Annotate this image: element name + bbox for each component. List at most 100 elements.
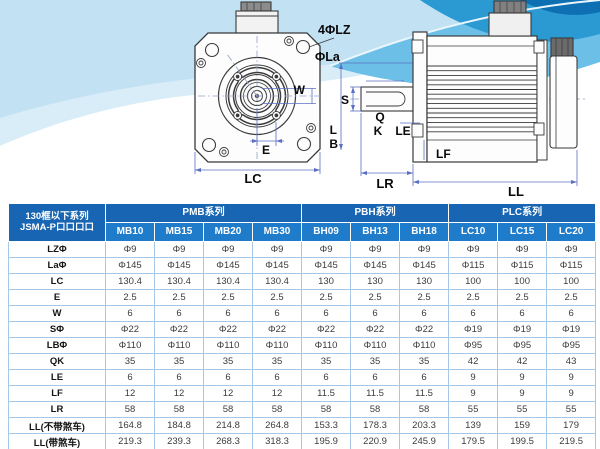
technical-drawing-area: 4ΦLZ ΦLa W E LC S Q K LE L B LF LR LL: [0, 0, 600, 202]
mount-hole: [201, 137, 217, 153]
spec-value-cell: Φ115: [448, 257, 499, 274]
dim-label-phi-la: ΦLa: [315, 50, 341, 64]
spec-value-cell: 219.5: [546, 433, 597, 449]
spec-value-cell: 58: [105, 401, 155, 418]
spec-value-cell: 42: [497, 353, 548, 370]
model-header: BH18: [399, 222, 450, 242]
spec-value-cell: 55: [546, 401, 597, 418]
spec-value-cell: 6: [301, 305, 352, 322]
spec-value-cell: 35: [154, 353, 204, 370]
spec-value-cell: Φ145: [399, 257, 450, 274]
model-header-row: MB10 MB15 MB20 MB30 BH09 BH13 BH18 LC10 LC15 LC20: [9, 222, 597, 242]
dim-label-lc: LC: [244, 171, 262, 186]
spec-value-cell: 130.4: [251, 273, 303, 290]
spec-value-cell: 2.5: [350, 289, 401, 306]
spec-value-cell: 9: [497, 385, 548, 402]
spec-value-cell: 2.5: [497, 289, 548, 306]
spec-value-cell: Φ9: [399, 241, 450, 258]
spec-value-cell: 100: [448, 273, 499, 290]
dim-label-w: W: [294, 83, 306, 97]
spec-value-cell: 55: [448, 401, 499, 418]
spec-value-cell: Φ110: [105, 337, 155, 354]
spec-value-cell: 58: [350, 401, 401, 418]
spec-value-cell: 58: [154, 401, 204, 418]
spec-value-cell: 130: [399, 273, 450, 290]
model-header: LC15: [497, 222, 548, 242]
screw-symbols: [196, 36, 316, 157]
spec-value-cell: Φ145: [251, 257, 303, 274]
spec-value-cell: Φ19: [546, 321, 597, 338]
spec-value-cell: 264.8: [251, 417, 303, 434]
spec-table: 130框以下系列 JSMA-P口口口口 PMB系列 PBH系列 PLC系列 MB10 MB…: [8, 203, 597, 449]
spec-value-cell: 239.3: [154, 433, 204, 449]
front-view-drawing: [194, 1, 413, 174]
spec-value-cell: 2.5: [105, 289, 155, 306]
spec-value-cell: Φ110: [154, 337, 204, 354]
spec-value-cell: 6: [105, 305, 155, 322]
spec-value-cell: Φ22: [350, 321, 401, 338]
dim-label-4phi-lz: 4ΦLZ: [318, 23, 351, 37]
spec-value-cell: 199.5: [497, 433, 548, 449]
spec-value-cell: 2.5: [203, 289, 253, 306]
spec-value-cell: 184.8: [154, 417, 204, 434]
row-label: LL(不带煞车): [8, 417, 106, 434]
spec-value-cell: 130: [350, 273, 401, 290]
spec-value-cell: 178.3: [350, 417, 401, 434]
spec-value-cell: 195.9: [301, 433, 352, 449]
spec-value-cell: Φ110: [203, 337, 253, 354]
spec-value-cell: 6: [203, 305, 253, 322]
spec-value-cell: 6: [301, 369, 352, 386]
side-connector: [488, 0, 532, 37]
spec-value-cell: Φ95: [546, 337, 597, 354]
spec-value-cell: Φ145: [350, 257, 401, 274]
spec-value-cell: Φ110: [350, 337, 401, 354]
mount-hole: [295, 39, 311, 55]
row-label: QK: [8, 353, 106, 370]
spec-value-cell: Φ145: [154, 257, 204, 274]
spec-value-cell: Φ9: [251, 241, 303, 258]
spec-value-cell: 164.8: [105, 417, 155, 434]
model-header: BH09: [301, 222, 352, 242]
dim-label-b: B: [329, 137, 338, 151]
spec-value-cell: Φ22: [251, 321, 303, 338]
row-label: LBΦ: [8, 337, 106, 354]
spec-value-cell: 9: [546, 385, 597, 402]
leader-line: [308, 37, 335, 48]
dim-label-s: S: [341, 93, 349, 107]
spec-value-cell: 6: [251, 369, 303, 386]
spec-value-cell: Φ9: [301, 241, 352, 258]
model-header: BH13: [350, 222, 401, 242]
series-header: PLC系列: [448, 203, 597, 223]
spec-value-cell: 11.5: [399, 385, 450, 402]
corner-header-line2: JSMA-P口口口口: [20, 221, 94, 233]
spec-value-cell: 55: [497, 401, 548, 418]
table-row: LC 130.4 130.4 130.4 130.4 130 130 130 100 100 100: [8, 273, 597, 290]
corner-header: 130框以下系列 JSMA-P口口口口: [8, 203, 106, 242]
series-header: PMB系列: [104, 203, 303, 223]
spec-value-cell: Φ115: [546, 257, 597, 274]
spec-value-cell: 6: [154, 305, 204, 322]
spec-value-cell: Φ9: [448, 241, 499, 258]
spec-value-cell: 35: [399, 353, 450, 370]
series-header-row: 130框以下系列 JSMA-P口口口口 PMB系列 PBH系列 PLC系列: [8, 203, 597, 242]
spec-value-cell: 219.3: [105, 433, 155, 449]
spec-value-cell: 100: [497, 273, 548, 290]
encoder-housing: [549, 37, 578, 149]
spec-value-cell: Φ9: [546, 241, 597, 258]
front-dimensions: [194, 62, 413, 174]
table-row: LL(不带煞车) 164.8 184.8 214.8 264.8 153.3 178.3 20…: [8, 417, 597, 434]
spec-value-cell: 245.9: [399, 433, 450, 449]
spec-value-cell: 12: [105, 385, 155, 402]
spec-value-cell: 6: [350, 305, 401, 322]
mount-tab: [411, 39, 424, 54]
dim-label-k: K: [374, 124, 383, 138]
spec-value-cell: 139: [448, 417, 499, 434]
row-label: LC: [8, 273, 106, 290]
row-label: LE: [8, 369, 106, 386]
spec-value-cell: Φ145: [301, 257, 352, 274]
spec-value-cell: 220.9: [350, 433, 401, 449]
spec-value-cell: 35: [105, 353, 155, 370]
spec-value-cell: 203.3: [399, 417, 450, 434]
spec-value-cell: Φ9: [350, 241, 401, 258]
dim-label-l: L: [330, 123, 337, 137]
